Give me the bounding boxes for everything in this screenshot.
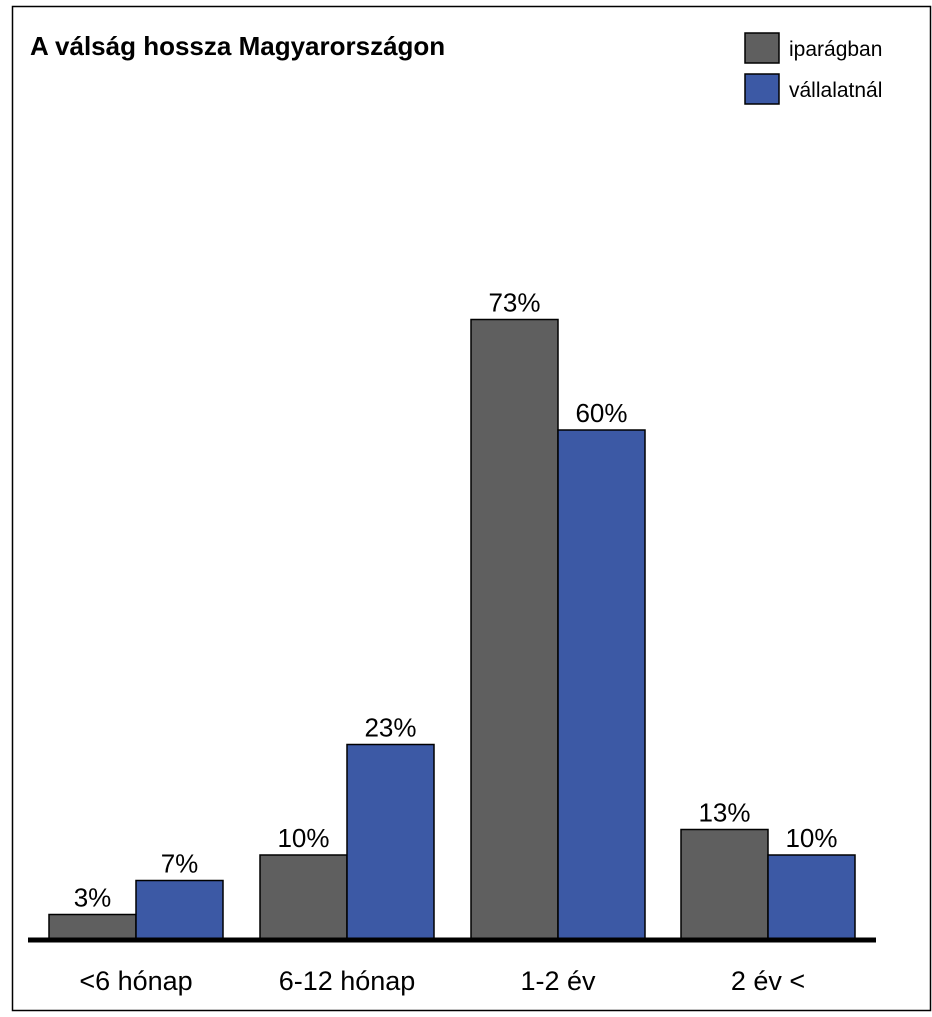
data-label-vallalatnal-3: 10% xyxy=(785,823,837,853)
legend-label-iparagban: iparágban xyxy=(789,38,882,61)
category-label-2: 1-2 év xyxy=(520,966,596,996)
legend-swatch-vallalatnal xyxy=(744,73,780,105)
category-label-3: 2 év < xyxy=(731,966,805,996)
category-label-1: 6-12 hónap xyxy=(279,966,416,996)
category-labels-layer: <6 hónap 6-12 hónap 1-2 év 2 év < xyxy=(79,966,805,996)
bar-iparagban-0 xyxy=(48,913,137,941)
bar-iparagban-3 xyxy=(680,828,769,941)
data-label-vallalatnal-2: 60% xyxy=(575,398,627,428)
legend-swatch-iparagban xyxy=(744,32,780,64)
bar-vallalatnal-0 xyxy=(135,879,224,941)
bar-vallalatnal-1 xyxy=(346,743,435,941)
bar-iparagban-1 xyxy=(259,854,348,941)
data-label-vallalatnal-1: 23% xyxy=(364,713,416,743)
legend: iparágban vállalatnál xyxy=(744,32,882,105)
data-label-iparagban-2: 73% xyxy=(488,288,540,318)
data-label-iparagban-1: 10% xyxy=(277,823,329,853)
data-labels-layer: 3% 7% 10% 23% 73% 60% 13% 10% xyxy=(74,288,838,913)
data-label-iparagban-3: 13% xyxy=(698,798,750,828)
bar-iparagban-2 xyxy=(470,318,559,941)
legend-label-vallalatnal: vállalatnál xyxy=(789,79,882,102)
data-label-vallalatnal-0: 7% xyxy=(161,849,199,879)
category-label-0: <6 hónap xyxy=(79,966,192,996)
chart-title: A válság hossza Magyarországon xyxy=(30,31,445,61)
bar-vallalatnal-2 xyxy=(557,429,646,941)
bar-vallalatnal-3 xyxy=(767,854,856,941)
data-label-iparagban-0: 3% xyxy=(74,883,112,913)
